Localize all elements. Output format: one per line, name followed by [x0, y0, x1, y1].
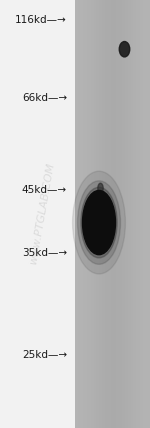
Ellipse shape: [81, 187, 117, 258]
Text: www.PTGLAB.COM: www.PTGLAB.COM: [28, 162, 56, 266]
Bar: [0, 0, 75, 428]
Ellipse shape: [73, 171, 125, 274]
Text: 25kd—→: 25kd—→: [22, 350, 67, 360]
Text: 66kd—→: 66kd—→: [22, 93, 67, 104]
Ellipse shape: [119, 42, 130, 57]
Text: 45kd—→: 45kd—→: [22, 185, 67, 196]
Ellipse shape: [78, 181, 120, 265]
Text: 116kd—→: 116kd—→: [15, 15, 67, 25]
Ellipse shape: [98, 183, 103, 193]
Text: 35kd—→: 35kd—→: [22, 247, 67, 258]
Ellipse shape: [82, 190, 116, 255]
